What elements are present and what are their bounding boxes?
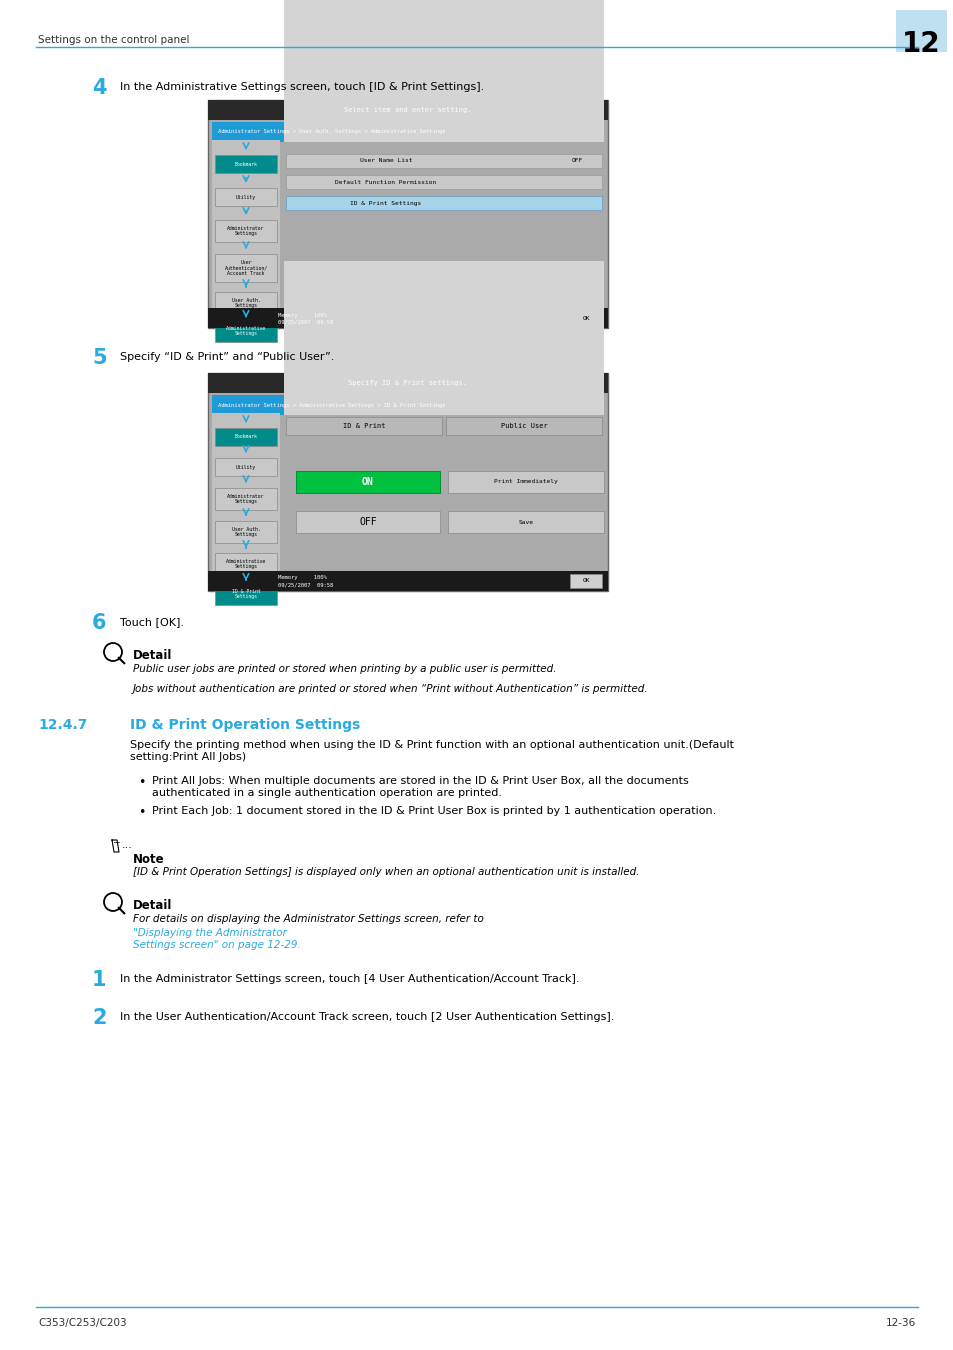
Text: Touch [OK].: Touch [OK]. bbox=[120, 617, 184, 626]
Text: Administrative
Settings: Administrative Settings bbox=[226, 325, 266, 336]
Text: For details on displaying the Administrator Settings screen, refer to: For details on displaying the Administra… bbox=[132, 914, 487, 923]
Text: Save: Save bbox=[518, 520, 533, 525]
Text: Memory     100%: Memory 100% bbox=[277, 575, 327, 580]
Bar bbox=[569, 310, 601, 325]
Text: Print Each Job: 1 document stored in the ID & Print User Box is printed by 1 aut: Print Each Job: 1 document stored in the… bbox=[152, 806, 716, 815]
Bar bbox=[214, 554, 276, 575]
Text: 12: 12 bbox=[901, 30, 940, 58]
Text: 1: 1 bbox=[91, 971, 107, 990]
Bar bbox=[448, 512, 603, 533]
Text: 2: 2 bbox=[91, 1008, 107, 1027]
Text: OFF: OFF bbox=[571, 158, 582, 163]
Text: User
Authentication/
Account Track: User Authentication/ Account Track bbox=[224, 261, 267, 275]
Text: Administrator
Settings: Administrator Settings bbox=[227, 225, 264, 236]
Text: Detail: Detail bbox=[132, 899, 172, 913]
Text: 6: 6 bbox=[91, 613, 107, 633]
Bar bbox=[446, 417, 601, 435]
Text: User Auth.
Settings: User Auth. Settings bbox=[232, 298, 260, 308]
Text: ...: ... bbox=[122, 840, 132, 850]
Text: 12-36: 12-36 bbox=[884, 1318, 915, 1328]
Text: In the Administrative Settings screen, touch [ID & Print Settings].: In the Administrative Settings screen, t… bbox=[120, 82, 484, 92]
Bar bbox=[208, 373, 607, 591]
Text: User Name List: User Name List bbox=[359, 158, 412, 163]
Bar bbox=[212, 396, 603, 414]
Bar bbox=[212, 122, 603, 142]
Bar bbox=[286, 154, 601, 167]
Bar bbox=[286, 417, 441, 435]
Text: Detail: Detail bbox=[132, 649, 172, 662]
Bar bbox=[284, 261, 603, 414]
Text: 12.4.7: 12.4.7 bbox=[38, 718, 88, 732]
Text: Bookmark: Bookmark bbox=[234, 162, 257, 166]
Text: Memory     100%: Memory 100% bbox=[277, 312, 327, 317]
Bar bbox=[214, 320, 276, 342]
Text: ID & Print: ID & Print bbox=[342, 423, 385, 429]
Text: Specify “ID & Print” and “Public User”.: Specify “ID & Print” and “Public User”. bbox=[120, 352, 334, 362]
Text: Note: Note bbox=[132, 853, 165, 865]
Text: Specify ID & Print settings.: Specify ID & Print settings. bbox=[348, 379, 467, 386]
Text: •: • bbox=[138, 806, 145, 819]
Bar bbox=[208, 308, 607, 328]
Text: C353/C253/C203: C353/C253/C203 bbox=[38, 1318, 127, 1328]
Text: ID & Print Settings: ID & Print Settings bbox=[350, 201, 421, 205]
Bar bbox=[214, 254, 276, 282]
Text: Jobs without authentication are printed or stored when “Print without Authentica: Jobs without authentication are printed … bbox=[132, 684, 648, 694]
Bar bbox=[208, 373, 607, 393]
Text: User Auth.
Settings: User Auth. Settings bbox=[232, 526, 260, 537]
Text: OFF: OFF bbox=[359, 517, 376, 526]
Bar bbox=[212, 140, 280, 324]
Bar bbox=[214, 521, 276, 543]
Bar bbox=[214, 458, 276, 477]
Text: ID & Print
Settings: ID & Print Settings bbox=[232, 589, 260, 599]
Text: "Displaying the Administrator
Settings screen" on page 12-29.: "Displaying the Administrator Settings s… bbox=[132, 927, 300, 949]
Bar bbox=[214, 220, 276, 242]
Text: Settings on the control panel: Settings on the control panel bbox=[38, 35, 190, 45]
Text: Print Immediately: Print Immediately bbox=[494, 479, 558, 485]
Text: Public User: Public User bbox=[500, 423, 547, 429]
Text: Administrator
Settings: Administrator Settings bbox=[227, 494, 264, 504]
Bar bbox=[295, 512, 439, 533]
Text: ON: ON bbox=[362, 477, 374, 487]
Text: In the User Authentication/Account Track screen, touch [2 User Authentication Se: In the User Authentication/Account Track… bbox=[120, 1012, 614, 1022]
Text: Utility: Utility bbox=[235, 194, 255, 200]
Text: Select item and enter setting.: Select item and enter setting. bbox=[344, 107, 471, 113]
Bar bbox=[284, 0, 603, 142]
Text: Administrator Settings > User Auth. Settings > Administrative Settings: Administrator Settings > User Auth. Sett… bbox=[218, 130, 445, 135]
Text: Specify the printing method when using the ID & Print function with an optional : Specify the printing method when using t… bbox=[130, 740, 733, 761]
Text: 09/25/2007  09:58: 09/25/2007 09:58 bbox=[277, 582, 333, 587]
Bar bbox=[295, 471, 439, 493]
Text: Bookmark: Bookmark bbox=[234, 435, 257, 440]
Text: Utility: Utility bbox=[235, 464, 255, 470]
Bar bbox=[214, 155, 276, 173]
Bar bbox=[208, 100, 607, 328]
Text: 09/25/2007  09:58: 09/25/2007 09:58 bbox=[277, 320, 333, 324]
Text: OK: OK bbox=[581, 579, 589, 583]
Text: Administrative
Settings: Administrative Settings bbox=[226, 559, 266, 570]
Bar bbox=[214, 583, 276, 605]
Text: In the Administrator Settings screen, touch [4 User Authentication/Account Track: In the Administrator Settings screen, to… bbox=[120, 973, 578, 984]
Bar bbox=[208, 571, 607, 591]
Text: Print All Jobs: When multiple documents are stored in the ID & Print User Box, a: Print All Jobs: When multiple documents … bbox=[152, 776, 688, 798]
Text: •: • bbox=[138, 776, 145, 788]
Text: ID & Print Operation Settings: ID & Print Operation Settings bbox=[130, 718, 360, 732]
Bar bbox=[214, 428, 276, 446]
Bar bbox=[569, 574, 601, 589]
Text: OK: OK bbox=[581, 316, 589, 320]
Text: Default Function Permission: Default Function Permission bbox=[335, 180, 436, 185]
Bar bbox=[286, 176, 601, 189]
Text: Administrator Settings > Administrative Settings > ID & Print Settings: Administrator Settings > Administrative … bbox=[218, 402, 445, 408]
Text: 4: 4 bbox=[91, 78, 107, 99]
Text: Public user jobs are printed or stored when printing by a public user is permitt: Public user jobs are printed or stored w… bbox=[132, 664, 556, 674]
Text: [ID & Print Operation Settings] is displayed only when an optional authenticatio: [ID & Print Operation Settings] is displ… bbox=[132, 867, 639, 878]
Bar bbox=[214, 487, 276, 510]
Bar bbox=[212, 413, 280, 587]
Bar bbox=[214, 292, 276, 315]
Bar bbox=[286, 196, 601, 211]
Bar bbox=[895, 9, 946, 53]
Bar bbox=[448, 471, 603, 493]
Bar bbox=[214, 188, 276, 207]
Bar bbox=[208, 100, 607, 120]
Text: 5: 5 bbox=[91, 348, 107, 369]
